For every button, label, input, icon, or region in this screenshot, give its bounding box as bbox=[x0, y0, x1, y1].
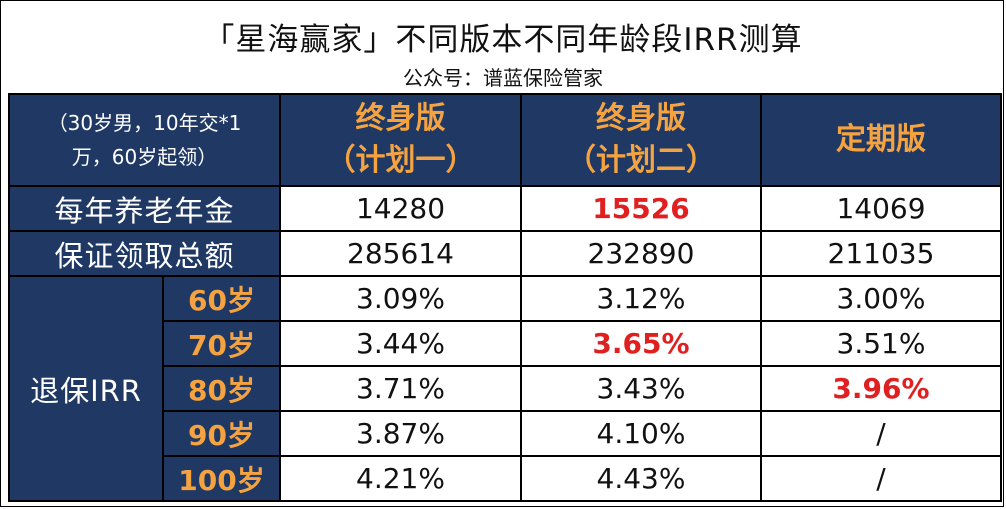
irr-table: （30岁男，10年交*1 万，60岁起领） 终身版 （计划一） 终身版 （计划二… bbox=[8, 93, 1002, 502]
plan1-subname: （计划一） bbox=[325, 143, 476, 178]
irr-plan1-value: 3.44% bbox=[279, 320, 522, 367]
annual-plan1-value: 14280 bbox=[279, 185, 522, 232]
total-plan2-value: 232890 bbox=[520, 230, 762, 277]
table-row-total: 保证领取总额 285614 232890 211035 bbox=[8, 230, 1002, 277]
irr-plan1-value: 4.21% bbox=[279, 455, 522, 502]
irr-age: 70岁 bbox=[162, 320, 281, 367]
header-col-term: 定期版 bbox=[760, 93, 1002, 187]
irr-term-value: / bbox=[760, 455, 1002, 502]
irr-row: 80岁 3.71% 3.43% 3.96% bbox=[9, 365, 1002, 412]
irr-plan2-value: 3.65% bbox=[520, 320, 762, 367]
annual-plan2-value: 15526 bbox=[520, 185, 762, 232]
irr-age: 90岁 bbox=[162, 410, 281, 457]
irr-row: 90岁 3.87% 4.10% / bbox=[9, 410, 1002, 457]
plan2-subname: （计划二） bbox=[566, 143, 716, 178]
header-col-plan2: 终身版 （计划二） bbox=[520, 93, 762, 187]
irr-plan1-value: 3.71% bbox=[279, 365, 522, 412]
row-label-annual: 每年养老年金 bbox=[8, 185, 281, 232]
irr-plan1-value: 3.87% bbox=[279, 410, 522, 457]
plan1-name: 终身版 bbox=[355, 101, 446, 136]
table-row-annual: 每年养老年金 14280 15526 14069 bbox=[8, 185, 1002, 232]
irr-plan2-value: 3.43% bbox=[520, 365, 762, 412]
irr-row: 70岁 3.44% 3.65% 3.51% bbox=[9, 320, 1002, 367]
irr-term-value: 3.00% bbox=[760, 275, 1002, 322]
plan2-name: 终身版 bbox=[596, 101, 686, 136]
irr-term-value: / bbox=[760, 410, 1002, 457]
irr-plan2-value: 4.10% bbox=[520, 410, 762, 457]
irr-age: 60岁 bbox=[162, 275, 281, 322]
header-col-plan1: 终身版 （计划一） bbox=[279, 93, 522, 187]
row-label-total: 保证领取总额 bbox=[8, 230, 281, 277]
table-header-row: （30岁男，10年交*1 万，60岁起领） 终身版 （计划一） 终身版 （计划二… bbox=[8, 93, 1002, 187]
annual-term-value: 14069 bbox=[760, 185, 1002, 232]
page-title: 「星海赢家」不同版本不同年龄段IRR测算 bbox=[203, 22, 803, 58]
irr-plan1-value: 3.09% bbox=[279, 275, 522, 322]
irr-group-label: 退保IRR bbox=[8, 275, 164, 502]
total-term-value: 211035 bbox=[760, 230, 1002, 277]
page-subtitle: 公众号：谱蓝保险管家 bbox=[403, 66, 603, 90]
irr-plan2-value: 4.43% bbox=[520, 455, 762, 502]
irr-row: 退保IRR 60岁 3.09% 3.12% 3.00% bbox=[8, 275, 1002, 502]
irr-term-value: 3.51% bbox=[760, 320, 1002, 367]
corner-line-2: 万，60岁起领） bbox=[71, 145, 218, 169]
irr-plan2-value: 3.12% bbox=[520, 275, 762, 322]
irr-term-value: 3.96% bbox=[760, 365, 1002, 412]
irr-age: 100岁 bbox=[162, 455, 281, 502]
irr-age: 80岁 bbox=[162, 365, 281, 412]
corner-line-1: （30岁男，10年交*1 bbox=[47, 111, 242, 135]
irr-row: 100岁 4.21% 4.43% / bbox=[9, 455, 1002, 502]
total-plan1-value: 285614 bbox=[279, 230, 522, 277]
header-corner-cell: （30岁男，10年交*1 万，60岁起领） bbox=[8, 93, 281, 187]
